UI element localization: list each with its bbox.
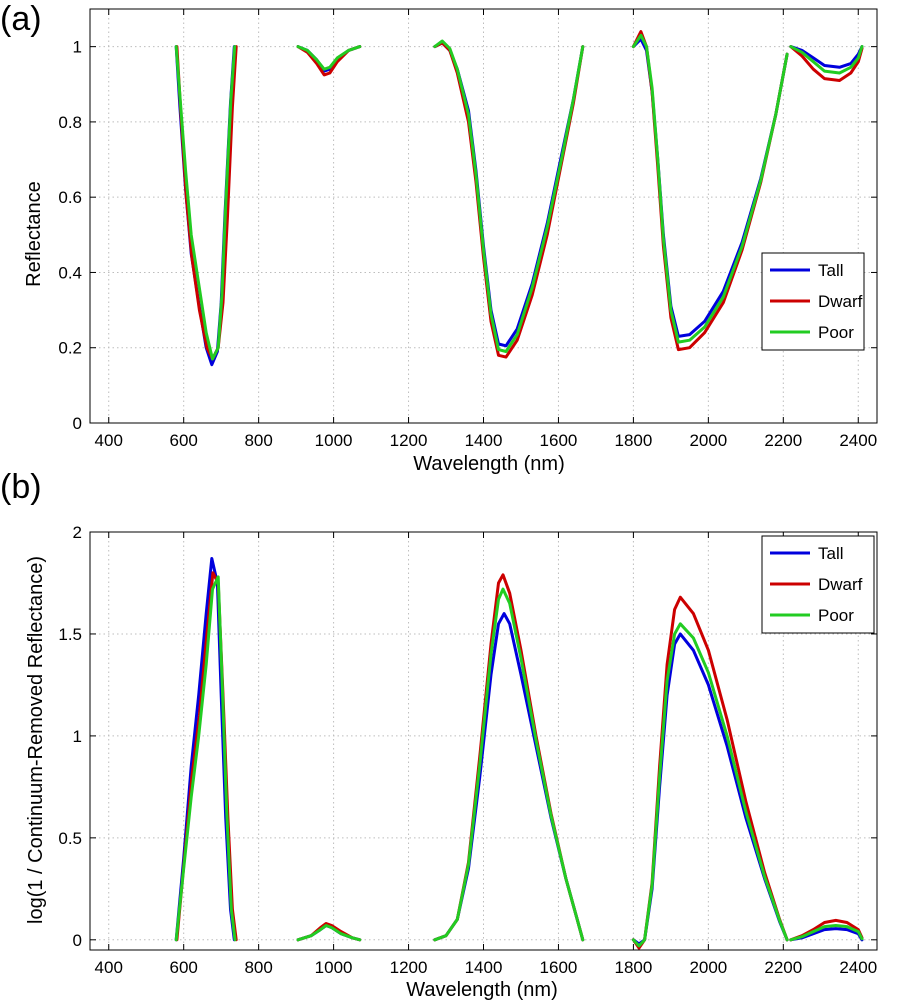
panel-a-letter: (a) [0,0,42,38]
y-tick-label: 0 [73,414,82,433]
panel-a-y-axis-label: Reflectance [23,181,45,287]
y-tick-label: 0.4 [58,263,82,282]
series-line-dwarf [433,41,585,359]
x-tick-label: 2200 [764,431,802,450]
x-tick-label: 600 [170,958,198,977]
x-tick-label: 1200 [390,431,428,450]
x-tick-label: 1400 [465,958,503,977]
x-tick-label: 400 [95,431,123,450]
series-line-poor [433,39,585,353]
panel-a-legend: Tall Dwarf Poor [761,252,865,351]
panel-a-chart: (a) 400 600 800 1000 1200 1400 1600 1800 2000 220… [0,0,878,475]
x-tick-label: 1000 [315,958,353,977]
series-line-tall [433,41,585,348]
panel-b-ticks: 400 600 800 1000 1200 1400 1600 1800 2000 2200 240… [58,523,877,977]
x-tick-label: 1200 [390,958,428,977]
panel-b-chart: (b) 400 600 800 1000 1200 1400 1600 1800 2000 220… [0,468,878,1000]
series-line-dwarf [433,573,585,942]
y-tick-label: 0.8 [58,113,82,132]
series-line-poor [789,924,864,942]
series-line-poor [296,45,362,71]
series-line-tall [789,45,864,69]
x-tick-label: 400 [95,958,123,977]
x-tick-label: 1000 [315,431,353,450]
series-line-poor [631,622,789,948]
panel-a-x-axis-label: Wavelength (nm) [413,453,565,475]
panel-a-grid [90,9,877,424]
x-tick-label: 600 [170,431,198,450]
series-line-poor [433,587,585,942]
y-tick-label: 2 [73,523,82,542]
series-line-dwarf [631,595,789,950]
y-tick-label: 0.5 [58,829,82,848]
x-tick-label: 800 [244,958,272,977]
series-line-poor [631,33,789,344]
y-tick-label: 0.6 [58,188,82,207]
series-line-poor [789,45,864,75]
y-tick-label: 0 [73,931,82,950]
x-tick-label: 800 [244,431,272,450]
x-tick-label: 2000 [689,958,727,977]
panel-b-letter: (b) [0,468,42,506]
panel-b-series [174,557,864,950]
panel-b-legend: Tall Dwarf Poor [761,535,875,634]
x-tick-label: 1600 [540,958,578,977]
series-line-poor [296,924,362,942]
x-tick-label: 2000 [689,431,727,450]
legend-label-dwarf: Dwarf [818,575,863,594]
legend-label-poor: Poor [818,606,854,625]
series-line-poor [174,575,237,942]
series-line-dwarf [789,45,864,82]
series-line-dwarf [175,571,238,942]
y-tick-label: 1 [73,727,82,746]
x-tick-label: 2200 [764,958,802,977]
x-tick-label: 1600 [540,431,578,450]
panel-a-ticks: 400 600 800 1000 1200 1400 1600 1800 2000 2200 240… [58,9,877,450]
legend-label-poor: Poor [818,323,854,342]
series-line-tall [433,612,585,942]
legend-label-tall: Tall [818,544,844,563]
y-tick-label: 0.2 [58,339,82,358]
x-tick-label: 1800 [614,431,652,450]
y-tick-label: 1 [73,38,82,57]
panel-a-series [174,30,864,367]
legend-label-tall: Tall [818,261,844,280]
x-tick-label: 2400 [839,431,877,450]
x-tick-label: 1400 [465,431,503,450]
panel-b-y-axis-label: log(1 / Continuum-Removed Reflectance) [25,556,47,924]
panel-b-x-axis-label: Wavelength (nm) [406,979,558,1000]
series-line-poor [174,45,237,361]
y-tick-label: 1.5 [58,625,82,644]
series-line-dwarf [175,45,238,361]
x-tick-label: 2400 [839,958,877,977]
legend-label-dwarf: Dwarf [818,292,863,311]
x-tick-label: 1800 [614,958,652,977]
